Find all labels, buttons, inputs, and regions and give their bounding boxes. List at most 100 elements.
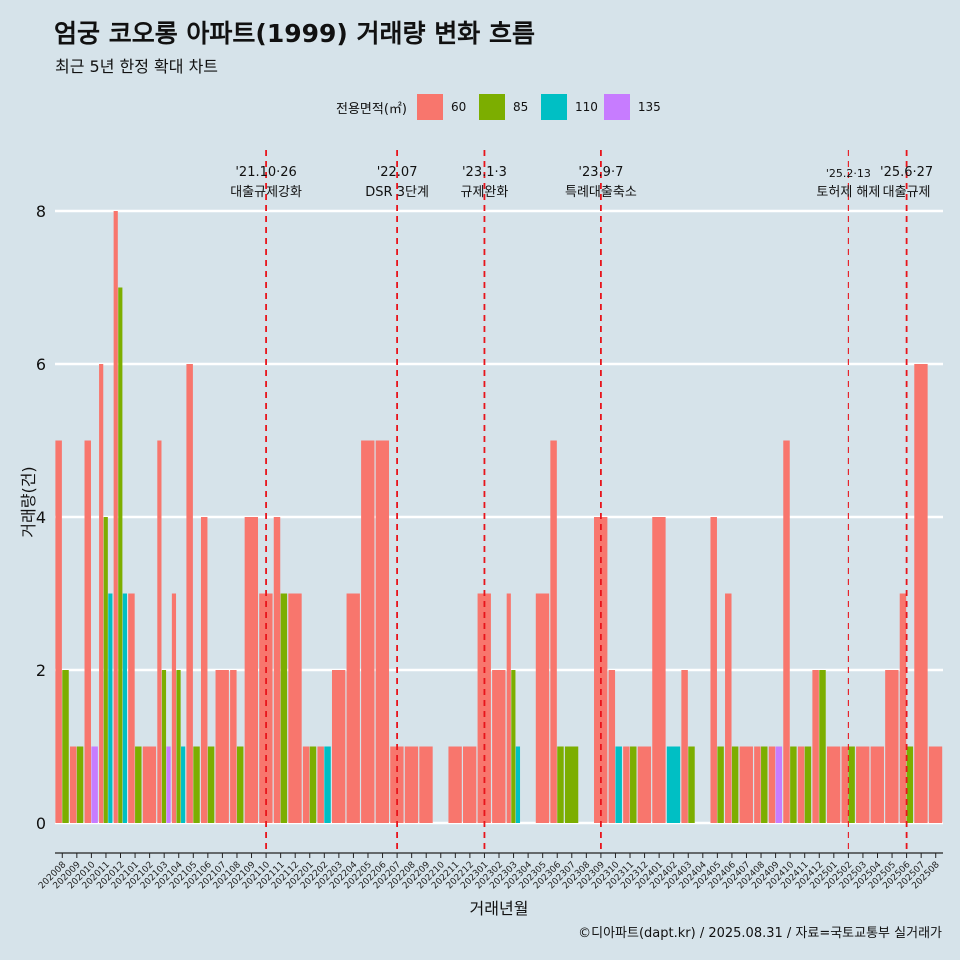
legend-item-60: 60 <box>416 94 473 120</box>
bar-85-202406 <box>731 746 739 823</box>
bar-110-202202 <box>324 746 331 823</box>
bar-60-202405 <box>710 517 717 823</box>
bar-60-202407 <box>739 746 753 823</box>
legend-label-60: 60 <box>450 100 467 114</box>
bar-60-202505 <box>885 670 899 823</box>
legend-label-135: 135 <box>637 100 661 114</box>
bar-85-202311 <box>630 746 637 823</box>
bar-60-202502 <box>841 746 848 823</box>
bar-85-202410 <box>790 746 797 823</box>
event-date-202309: '23.9·7 <box>578 165 623 180</box>
bar-60-202409 <box>768 746 776 823</box>
bar-60-202107 <box>215 670 229 823</box>
chart-title: 엄궁 코오롱 아파트(1999) 거래량 변화 흐름 <box>54 19 535 48</box>
legend-item-110: 110 <box>540 94 598 120</box>
bar-60-202111 <box>273 517 281 823</box>
bar-85-202009 <box>76 746 84 823</box>
bar-85-202012 <box>118 287 123 823</box>
bar-60-202109 <box>244 517 259 823</box>
y-tick-label: 6 <box>36 355 46 374</box>
bar-85-202103 <box>161 670 167 823</box>
bar-135-202103 <box>166 746 171 823</box>
y-tick-label: 0 <box>36 814 46 833</box>
legend-swatch-135 <box>603 94 630 120</box>
legend-item-85: 85 <box>478 94 535 120</box>
bar-60-202106 <box>200 517 208 823</box>
bar-60-202101 <box>128 593 135 823</box>
bar-110-202011 <box>108 593 113 823</box>
bar-85-202307 <box>564 746 579 823</box>
event-label-202207: DSR 3단계 <box>365 185 429 200</box>
bar-60-202403 <box>681 670 688 823</box>
bar-60-202009 <box>69 746 77 823</box>
bar-60-202305 <box>535 593 550 823</box>
bar-60-202209 <box>419 746 433 823</box>
bar-85-202408 <box>761 746 768 823</box>
legend-label-85: 85 <box>512 100 529 114</box>
bar-60-202410 <box>783 440 790 823</box>
y-tick-label: 4 <box>36 508 46 527</box>
bar-60-202310 <box>608 670 616 823</box>
bar-60-202103 <box>157 440 162 823</box>
bar-60-202201 <box>302 746 310 823</box>
event-label-202502: 토허제 해제 <box>816 185 880 200</box>
legend-label-110: 110 <box>574 100 598 114</box>
bar-60-202507 <box>914 364 928 823</box>
bar-85-202105 <box>193 746 200 823</box>
bar-85-202011 <box>103 517 108 823</box>
legend-item-135: 135 <box>603 94 661 120</box>
event-date-202506: '25.6·27 <box>880 165 933 180</box>
chart-subtitle: 최근 5년 한정 확대 차트 <box>55 57 219 76</box>
bar-60-202212 <box>463 746 477 823</box>
bar-135-202010 <box>91 746 98 823</box>
chart-caption: ©디아파트(dapt.kr) / 2025.08.31 / 자료=국토교통부 실… <box>578 926 942 941</box>
bar-85-202502 <box>848 746 855 823</box>
bar-60-202104 <box>171 593 177 823</box>
bar-85-202411 <box>804 746 812 823</box>
bar-60-202110 <box>259 593 273 823</box>
bar-60-202112 <box>288 593 302 823</box>
bar-60-202406 <box>725 593 732 823</box>
bar-60-202012 <box>113 211 118 823</box>
bar-85-202106 <box>207 746 215 823</box>
bar-85-202201 <box>309 746 317 823</box>
bar-60-202206 <box>375 440 390 823</box>
bar-85-202008 <box>62 670 69 823</box>
x-axis-title: 거래년월 <box>470 899 529 918</box>
event-label-202309: 특례대출축소 <box>565 185 637 200</box>
bar-60-202207 <box>390 746 404 823</box>
event-date-202502: '25.2·13 <box>826 167 871 180</box>
bar-60-202301 <box>477 593 491 823</box>
bar-85-202412 <box>819 670 826 823</box>
event-label-202506: 대출규제 <box>883 185 931 200</box>
bar-60-202506 <box>899 593 907 823</box>
bar-85-202403 <box>688 746 695 823</box>
legend-swatch-60 <box>416 94 443 120</box>
bar-60-202312 <box>637 746 652 823</box>
bar-85-202506 <box>906 746 914 823</box>
bar-85-202108 <box>236 746 244 823</box>
legend: 전용면적(㎡) 60 85 110 135 <box>336 93 667 121</box>
bar-85-202306 <box>557 746 564 823</box>
bar-110-202303 <box>515 746 521 823</box>
event-date-202301: '23.1·3 <box>462 165 507 180</box>
bar-60-202401 <box>652 517 666 823</box>
legend-swatch-110 <box>540 94 567 120</box>
bar-60-202102 <box>142 746 157 823</box>
bar-60-202010 <box>84 440 91 823</box>
bar-60-202303 <box>506 593 511 823</box>
bar-135-202409 <box>775 746 783 823</box>
bar-60-202508 <box>928 746 943 823</box>
bar-60-202205 <box>361 440 375 823</box>
bar-110-202104 <box>181 746 186 823</box>
bar-60-202503 <box>856 746 870 823</box>
bar-60-202203 <box>331 670 346 823</box>
bar-60-202105 <box>186 364 193 823</box>
bar-85-202111 <box>280 593 288 823</box>
legend-title: 전용면적(㎡) <box>336 101 407 117</box>
bar-110-202310 <box>615 746 622 823</box>
bar-60-202411 <box>797 746 805 823</box>
bar-85-202405 <box>717 746 724 823</box>
